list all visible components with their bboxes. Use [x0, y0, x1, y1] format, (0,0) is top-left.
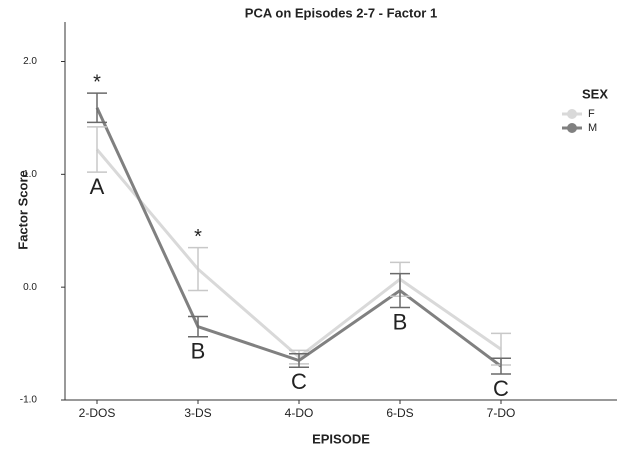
error-bar — [188, 315, 208, 338]
x-tick-label: 7-DO — [487, 406, 516, 420]
y-tick-label: 1.0 — [23, 169, 37, 180]
y-axis-title: Factor Score — [15, 170, 30, 249]
error-bar — [390, 272, 410, 309]
y-tick-label: -1.0 — [20, 395, 38, 406]
group-letter: C — [493, 376, 509, 401]
error-bar — [491, 357, 511, 375]
group-letter: A — [90, 174, 105, 199]
error-bar — [87, 92, 107, 124]
x-tick-label: 2-DOS — [79, 406, 116, 420]
group-letter: B — [393, 309, 408, 334]
legend-marker — [567, 123, 577, 133]
x-axis-title: EPISODE — [312, 431, 370, 446]
error-bar — [188, 246, 208, 292]
error-bar — [289, 352, 309, 369]
legend-label: F — [588, 108, 595, 120]
legend-title: SEX — [582, 86, 608, 101]
significance-mark: * — [194, 226, 202, 248]
significance-mark: * — [93, 71, 101, 93]
x-tick-label: 3-DS — [184, 406, 211, 420]
x-tick-label: 6-DS — [386, 406, 413, 420]
y-tick-label: 2.0 — [23, 56, 37, 67]
series-line — [95, 107, 502, 368]
series-line — [95, 148, 502, 360]
chart-title: PCA on Episodes 2-7 - Factor 1 — [245, 5, 437, 20]
legend-label: M — [588, 122, 597, 134]
legend-marker — [567, 109, 577, 119]
group-letter: B — [191, 339, 206, 364]
x-tick-label: 4-DO — [285, 406, 314, 420]
group-letter: C — [291, 369, 307, 394]
y-tick-label: 0.0 — [23, 282, 37, 293]
error-bar — [87, 126, 107, 173]
